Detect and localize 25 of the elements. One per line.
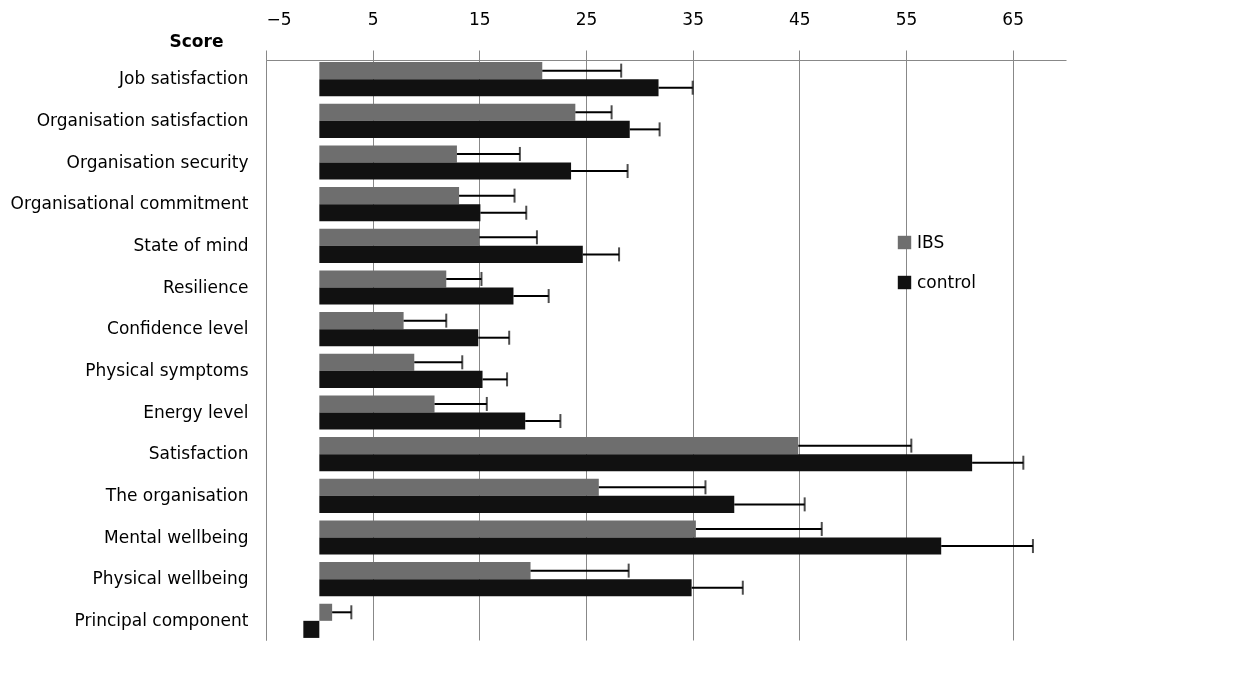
y-tick-label: Organisation satisfaction — [36, 109, 249, 130]
y-tick-label: Principal component — [74, 609, 249, 630]
legend-label: control — [917, 271, 976, 292]
x-tick-label: 5 — [367, 8, 379, 29]
y-tick-label: Satisfaction — [148, 443, 249, 464]
x-tick-label: 65 — [1002, 8, 1024, 29]
y-tick-label: Energy level — [143, 401, 249, 422]
x-tick-label: −5 — [266, 8, 292, 29]
legend-label: IBS — [917, 231, 945, 252]
y-tick-label: Mental wellbeing — [104, 526, 249, 547]
x-tick-label: 55 — [895, 8, 918, 29]
y-tick-label: Job satisfaction — [118, 68, 249, 89]
x-axis-title: Score — [169, 30, 224, 51]
x-tick-label: 25 — [575, 8, 598, 29]
y-tick-label: Resilience — [162, 276, 249, 297]
y-tick-label: Physical symptoms — [85, 359, 249, 380]
y-tick-label: Physical wellbeing — [92, 568, 249, 589]
y-tick-label: The organisation — [104, 484, 249, 505]
x-tick-label: 45 — [789, 8, 811, 29]
y-tick-label: Organisational commitment — [10, 193, 249, 214]
y-tick-label: Confidence level — [107, 318, 249, 339]
y-tick-label: Organisation security — [66, 151, 249, 172]
x-tick-label: 35 — [682, 8, 704, 29]
y-tick-label: State of mind — [133, 234, 249, 255]
x-tick-label: 15 — [469, 8, 491, 29]
